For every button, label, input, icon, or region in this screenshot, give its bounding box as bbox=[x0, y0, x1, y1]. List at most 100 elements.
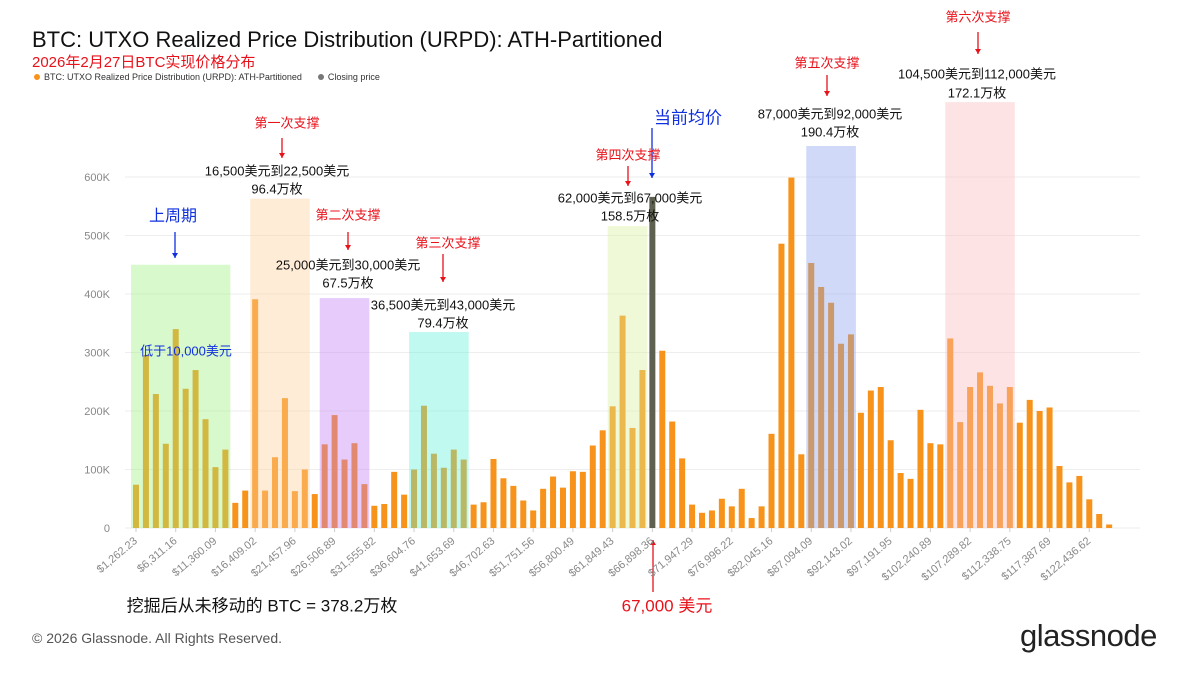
support-6-amount: 172.1万枚 bbox=[947, 85, 1007, 101]
urpd-bar bbox=[947, 338, 954, 528]
urpd-bar bbox=[450, 449, 457, 528]
legend-item-urpd[interactable]: BTC: UTXO Realized Price Distribution (U… bbox=[34, 72, 302, 82]
legend-label: Closing price bbox=[327, 72, 380, 82]
urpd-bar bbox=[162, 443, 169, 528]
orange-dot-icon bbox=[34, 74, 40, 80]
urpd-bar bbox=[262, 490, 269, 528]
support-4-amount: 158.5万枚 bbox=[600, 208, 660, 224]
arrowhead-icon bbox=[345, 245, 351, 250]
urpd-bar bbox=[1086, 499, 1093, 528]
copyright: © 2026 Glassnode. All Rights Reserved. bbox=[32, 630, 283, 646]
urpd-bar bbox=[440, 467, 447, 528]
urpd-bar bbox=[619, 315, 626, 528]
urpd-bar bbox=[967, 387, 974, 528]
y-tick-label: 0 bbox=[104, 523, 110, 535]
support-5-label: 第五次支撑 bbox=[794, 55, 860, 71]
y-tick-label: 300K bbox=[84, 348, 110, 360]
y-tick-label: 100K bbox=[84, 465, 110, 477]
urpd-bar bbox=[1076, 475, 1083, 528]
glassnode-logo: glassnode bbox=[1020, 618, 1157, 653]
urpd-bar bbox=[609, 406, 616, 528]
urpd-bar bbox=[401, 494, 408, 528]
urpd-bar bbox=[301, 469, 308, 528]
support-4-range: 62,000美元到67,000美元 bbox=[557, 190, 703, 206]
urpd-bar bbox=[530, 510, 537, 528]
urpd-bar bbox=[689, 504, 696, 528]
urpd-bar bbox=[480, 502, 487, 528]
y-tick-label: 200K bbox=[84, 406, 110, 418]
urpd-bar bbox=[411, 469, 418, 528]
support-1-range: 16,500美元到22,500美元 bbox=[204, 163, 350, 179]
urpd-bar bbox=[1106, 524, 1113, 528]
urpd-bar bbox=[222, 449, 229, 528]
urpd-bar bbox=[699, 512, 706, 528]
urpd-bar bbox=[500, 478, 507, 528]
urpd-bar bbox=[589, 445, 596, 528]
urpd-bar bbox=[291, 491, 298, 528]
chart-title: BTC: UTXO Realized Price Distribution (U… bbox=[32, 27, 663, 52]
urpd-bar bbox=[768, 433, 775, 528]
urpd-bar bbox=[192, 370, 199, 528]
urpd-bar bbox=[371, 505, 378, 528]
urpd-bar bbox=[857, 412, 864, 528]
support-6-label: 第六次支撑 bbox=[945, 9, 1011, 25]
never-moved-btc-label: 挖掘后从未移动的 BTC = 378.2万枚 bbox=[126, 596, 398, 616]
urpd-bar bbox=[490, 458, 497, 528]
urpd-bar bbox=[550, 476, 557, 528]
urpd-bar bbox=[1096, 513, 1103, 528]
urpd-bar bbox=[659, 350, 666, 528]
arrowhead-icon bbox=[975, 49, 981, 54]
support-3-label: 第三次支撑 bbox=[415, 235, 481, 251]
urpd-bar bbox=[599, 430, 606, 528]
urpd-bar bbox=[172, 329, 179, 528]
arrowhead-icon bbox=[279, 153, 285, 158]
support-2-amount: 67.5万枚 bbox=[322, 275, 374, 291]
support-3-amount: 79.4万枚 bbox=[417, 315, 469, 331]
prev-cycle-label: 上周期 bbox=[148, 208, 198, 225]
support-5-range: 87,000美元到92,000美元 bbox=[757, 106, 903, 122]
chart-subtitle: 2026年2月27日BTC实现价格分布 bbox=[32, 54, 256, 71]
urpd-bar bbox=[1036, 411, 1043, 528]
closing-price-bar bbox=[649, 196, 656, 528]
urpd-bar bbox=[996, 403, 1003, 528]
arrowhead-icon bbox=[649, 173, 655, 178]
urpd-bar bbox=[520, 500, 527, 528]
urpd-bar bbox=[381, 504, 388, 528]
urpd-bar bbox=[579, 471, 586, 528]
arrowhead-icon bbox=[625, 181, 631, 186]
urpd-bar bbox=[331, 415, 338, 528]
urpd-bar bbox=[569, 471, 576, 528]
arrowhead-icon bbox=[172, 253, 178, 258]
urpd-bar bbox=[311, 494, 318, 528]
legend-item-closing-price[interactable]: Closing price bbox=[317, 72, 380, 82]
urpd-bar bbox=[182, 388, 189, 528]
support-band bbox=[607, 226, 648, 528]
urpd-bar bbox=[748, 518, 755, 528]
urpd-bar bbox=[917, 409, 924, 528]
support-band bbox=[409, 332, 469, 528]
support-band bbox=[250, 198, 310, 528]
support-band bbox=[945, 102, 1015, 529]
urpd-bar bbox=[559, 487, 566, 528]
y-tick-label: 400K bbox=[84, 289, 110, 301]
urpd-bar bbox=[828, 302, 835, 528]
x-tick-label: $1,262.23 bbox=[95, 535, 140, 576]
urpd-bar bbox=[877, 387, 884, 528]
support-4-label: 第四次支撑 bbox=[595, 147, 661, 163]
urpd-bar bbox=[718, 498, 725, 528]
urpd-bar bbox=[778, 243, 785, 528]
current-average-label: 当前均价 bbox=[654, 108, 722, 128]
below-10k-label: 低于10,000美元 bbox=[140, 343, 232, 359]
support-2-range: 25,000美元到30,000美元 bbox=[275, 257, 421, 273]
urpd-bar bbox=[669, 421, 676, 528]
support-band bbox=[131, 264, 231, 528]
urpd-bar bbox=[232, 502, 239, 528]
urpd-bar bbox=[202, 419, 209, 528]
support-band bbox=[806, 145, 856, 528]
urpd-bar bbox=[818, 286, 825, 528]
urpd-bar bbox=[808, 262, 815, 528]
support-1-amount: 96.4万枚 bbox=[251, 181, 303, 197]
arrowhead-icon bbox=[650, 540, 656, 545]
urpd-bar bbox=[142, 354, 149, 528]
